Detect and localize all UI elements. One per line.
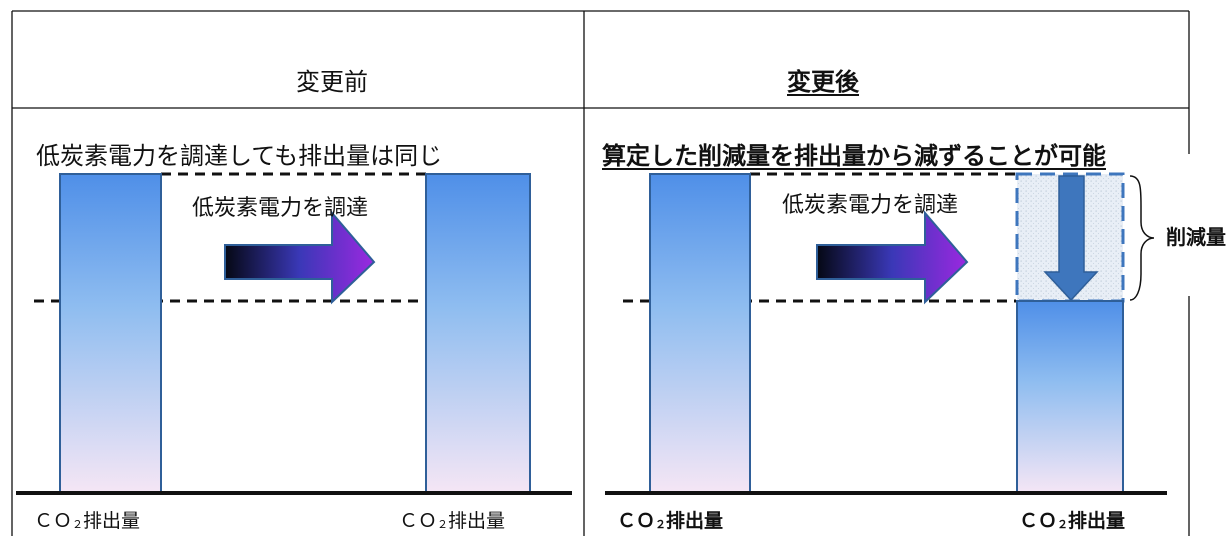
- left-panel-bars: [59, 173, 531, 494]
- table-grid: [11, 10, 1190, 536]
- left-first-co2-label: ＣＯ２排出量: [34, 506, 140, 533]
- left-second-co2-prefix: ＣＯ: [399, 510, 438, 532]
- right-transfer-arrow: [816, 210, 969, 305]
- before-change-subtitle: 低炭素電力を調達しても排出量は同じ: [36, 142, 443, 170]
- reduction-down-arrow: [1043, 175, 1099, 302]
- left-second-co2-label: ＣＯ２排出量: [399, 506, 505, 533]
- after-change-subtitle: 算定した削減量を排出量から減ずることが可能: [602, 142, 1106, 170]
- before-change-header: 変更前: [296, 68, 368, 96]
- left-second-co2-suffix: 排出量: [448, 510, 506, 532]
- right-first-co2-subscript: ２: [655, 518, 667, 531]
- left-first-co2-prefix: ＣＯ: [34, 510, 73, 532]
- left-first-co2-subscript: ２: [72, 518, 84, 531]
- right-panel-bars: [649, 172, 1125, 494]
- right-second-co2-prefix: ＣＯ: [1019, 510, 1058, 532]
- right-first-co2-label: ＣＯ２排出量: [617, 506, 723, 533]
- reduction-brace: [1129, 175, 1155, 301]
- left-arrow-label: 低炭素電力を調達: [192, 196, 369, 221]
- right-second-co2-subscript: ２: [1057, 518, 1069, 531]
- left-second-co2-subscript: ２: [437, 518, 449, 531]
- right-second-co2-label: ＣＯ２排出量: [1019, 506, 1125, 533]
- right-second-co2-suffix: 排出量: [1068, 510, 1126, 532]
- after-change-header: 変更後: [787, 68, 859, 96]
- right-dashed-guides: [623, 172, 1016, 303]
- right-first-co2-suffix: 排出量: [666, 510, 724, 532]
- left-transfer-arrow: [224, 210, 376, 305]
- reduction-amount-label: 削減量: [1166, 225, 1226, 249]
- right-arrow-label: 低炭素電力を調達: [782, 193, 959, 218]
- left-first-co2-suffix: 排出量: [83, 510, 141, 532]
- right-first-co2-prefix: ＣＯ: [617, 510, 656, 532]
